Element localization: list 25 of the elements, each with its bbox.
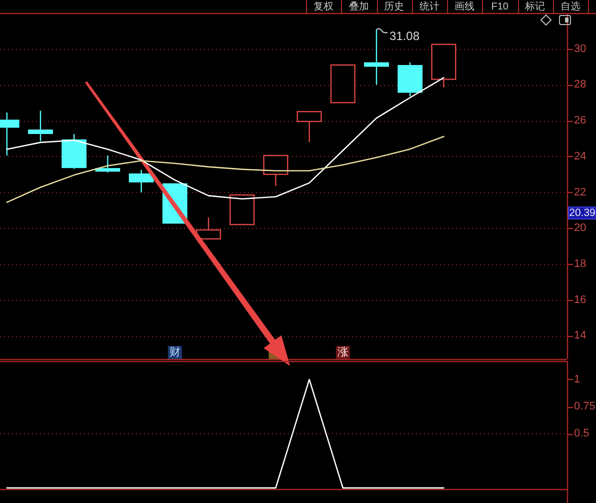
- toolbar-label: 复权: [314, 2, 334, 12]
- price-label: 20.39: [568, 206, 596, 220]
- toolbar-label: 自选: [560, 2, 580, 12]
- y-tick-label: 18: [574, 258, 586, 270]
- y-tick-label: 0.5: [574, 428, 590, 440]
- y-tick-label: 28: [574, 78, 586, 91]
- y-tick-label: 30: [574, 42, 586, 55]
- toolbar-label: 标记: [525, 2, 546, 12]
- y-tick-label: 14: [574, 330, 586, 342]
- y-tick-label: 0.75: [574, 400, 596, 413]
- y-tick-label: 1: [574, 373, 580, 386]
- high-price-note: 31.08: [376, 28, 420, 43]
- toolbar-label: 统计: [419, 2, 440, 12]
- toolbar-label: 画线: [454, 2, 475, 12]
- event-marker: 财: [168, 346, 182, 359]
- y-tick-label: 22: [574, 186, 586, 198]
- annotation: 31.08: [389, 28, 420, 43]
- event-marker: 涨: [336, 346, 350, 359]
- y-tick-label: 26: [574, 114, 586, 127]
- toolbar-label: 历史: [384, 2, 404, 12]
- y-tick-label: 20: [574, 222, 586, 234]
- toolbar-label: 叠加: [348, 2, 369, 12]
- toolbar-label: F10: [491, 2, 508, 12]
- y-tick-label: 24: [574, 150, 586, 162]
- y-tick-label: 16: [574, 294, 586, 306]
